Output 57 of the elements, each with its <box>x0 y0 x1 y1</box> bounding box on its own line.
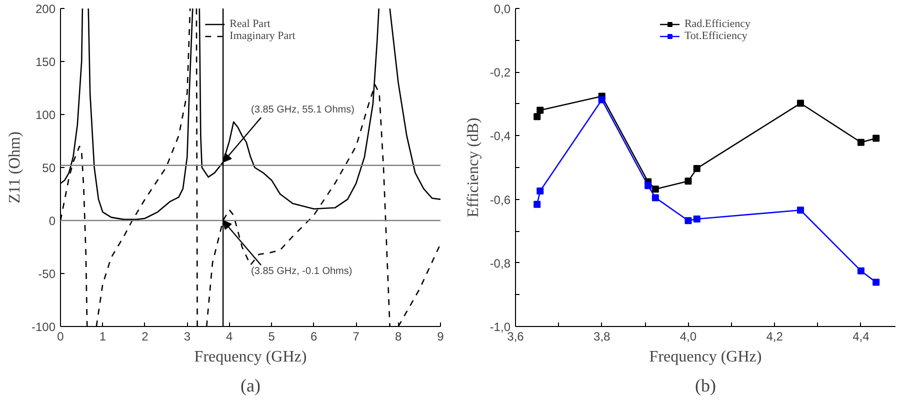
point <box>693 164 700 172</box>
x-axis-title: Frequency (GHz) <box>649 348 762 366</box>
point <box>536 188 544 195</box>
point <box>693 216 700 223</box>
y-tick-label: 0 <box>48 214 56 228</box>
y-axis-title: Z11 (Ohm) <box>6 132 24 204</box>
point <box>857 138 864 146</box>
x-tick-label: 4,4 <box>852 330 870 344</box>
y-tick-label: -50 <box>38 267 56 281</box>
x-tick-label: 4 <box>226 330 234 344</box>
annotation: (3.85 GHz, 55.1 Ohms) <box>251 104 354 116</box>
point <box>536 106 544 114</box>
legend-label: Tot.Efficiency <box>684 30 748 42</box>
y-tick-label: 200 <box>35 2 56 16</box>
x-tick-label: 5 <box>268 330 276 344</box>
x-axis-title: Frequency (GHz) <box>194 348 307 366</box>
x-tick-label: 4,0 <box>680 330 697 344</box>
point <box>652 194 659 202</box>
x-tick-label: 1 <box>99 330 106 344</box>
legend-label: Imaginary Part <box>230 30 296 42</box>
x-tick-label: 3,8 <box>594 330 611 344</box>
text: (a) <box>240 376 260 396</box>
x-tick-label: 0 <box>57 330 64 344</box>
point <box>857 267 864 274</box>
y-tick-label: 50 <box>42 161 56 175</box>
point <box>797 206 804 214</box>
legend-label: Rad.Efficiency <box>684 18 751 30</box>
y-tick-label: -0,6 <box>490 192 511 207</box>
point <box>534 113 541 120</box>
point <box>872 134 880 142</box>
y-tick-label: -0,8 <box>490 256 511 270</box>
annotation: (3.85 GHz, -0.1 Ohms) <box>251 266 352 278</box>
text: (b) <box>695 376 716 396</box>
point <box>652 186 659 193</box>
point <box>684 178 692 185</box>
point <box>534 200 541 208</box>
y-axis-title: Efficiency (dB) <box>464 118 482 218</box>
legend-label: Real Part <box>230 18 270 30</box>
y-tick-label: 150 <box>35 55 56 69</box>
y-tick-label: -100 <box>31 320 56 334</box>
y-tick-label: 100 <box>35 108 56 122</box>
x-tick-label: 3 <box>184 330 191 344</box>
point <box>684 217 692 224</box>
point <box>598 96 606 104</box>
point <box>797 100 804 107</box>
x-tick-label: 4,2 <box>766 330 784 344</box>
x-tick-label: 8 <box>394 330 402 344</box>
y-tick-label: -0,2 <box>490 66 511 80</box>
x-tick-label: 2 <box>142 330 149 344</box>
x-tick-label: 3,6 <box>507 330 524 344</box>
point <box>644 182 652 190</box>
x-tick-label: 6 <box>310 330 318 344</box>
x-tick-label: 9 <box>437 330 444 344</box>
y-tick-label: 0,0 <box>494 2 511 16</box>
y-tick-label: -0,4 <box>490 129 511 144</box>
x-tick-label: 7 <box>352 330 360 344</box>
point <box>872 278 880 286</box>
